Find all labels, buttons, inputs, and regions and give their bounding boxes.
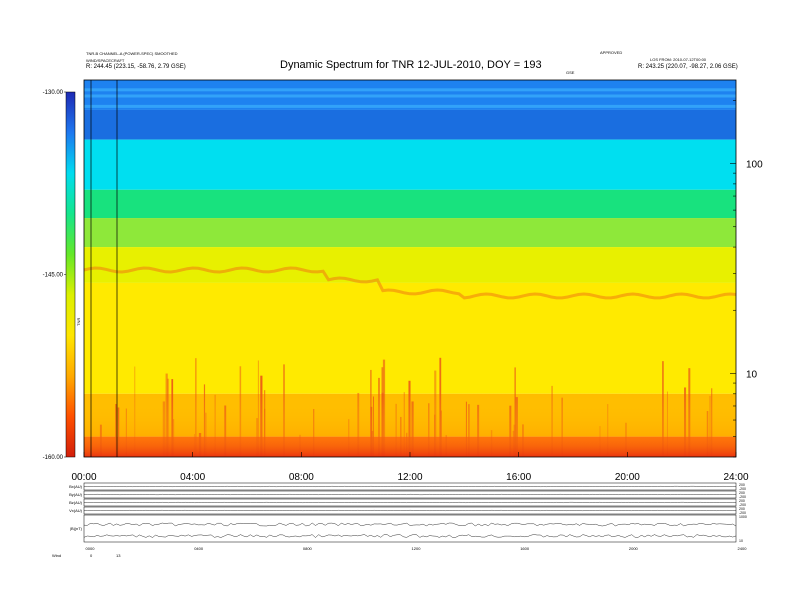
lower-row-trace bbox=[83, 493, 737, 496]
header-right-line3: R: 243.25 (220.07, -98.27, 2.06 GSE) bbox=[638, 64, 738, 70]
x-tick-label: 04:00 bbox=[180, 472, 205, 483]
lower-row-trace bbox=[83, 509, 737, 512]
y-axis-ticks: 10 100 bbox=[730, 100, 763, 458]
header-left-line3: R: 244.45 (223.15, -58.76, 2.79 GSE) bbox=[86, 64, 186, 70]
lower-row-trace bbox=[84, 485, 737, 488]
spectrum-band bbox=[84, 109, 736, 140]
page-title: Dynamic Spectrum for TNR 12-JUL-2010, DO… bbox=[280, 59, 542, 71]
lower-x-tick-label: 1600 bbox=[520, 546, 530, 551]
header-center-label: GSE bbox=[566, 70, 575, 75]
footer-value: 13 bbox=[116, 553, 121, 558]
emission-line bbox=[83, 266, 737, 300]
header-left-line1: TNR-B CHANNEL-A (POWER-SPEC) SMOOTHED bbox=[86, 51, 178, 56]
colorbar-tick-label: -145.00 bbox=[43, 273, 64, 279]
spectrum-band bbox=[84, 218, 736, 248]
lower-x-tick-label: 1200 bbox=[412, 546, 422, 551]
lower-row-bottom: -200 bbox=[739, 495, 746, 499]
colorbar bbox=[65, 91, 76, 458]
spectrum-bottom-fade bbox=[84, 390, 736, 457]
lower-row-bottom: -200 bbox=[739, 503, 746, 507]
y-tick-label: 10 bbox=[746, 369, 758, 380]
y-tick-label: 100 bbox=[746, 160, 763, 171]
lower-x-tick-label: 0000 bbox=[86, 546, 96, 551]
footer-value: 0 bbox=[90, 553, 93, 558]
x-tick-label: 20:00 bbox=[615, 472, 640, 483]
lower-row-label: By(AU) bbox=[69, 492, 83, 497]
x-tick-label: 00:00 bbox=[71, 472, 96, 483]
lower-row-frame bbox=[83, 514, 737, 543]
lower-x-tick-label: 0800 bbox=[303, 546, 313, 551]
lower-row-label: Bx(AU) bbox=[69, 484, 83, 489]
colorbar-ticks: -130.00 -145.00 -160.00 TNR bbox=[43, 90, 81, 461]
x-tick-label: 16:00 bbox=[506, 472, 531, 483]
colorbar-tick-label: -160.00 bbox=[43, 455, 64, 461]
spectrum-stripe bbox=[84, 94, 736, 98]
lower-row-top: 200 bbox=[739, 491, 745, 495]
spectrum-stripe bbox=[84, 104, 736, 108]
spectrum-band bbox=[84, 282, 736, 394]
lower-x-tick-label: 0400 bbox=[194, 546, 204, 551]
x-axis-ticks: 00:00 04:00 08:00 12:00 16:00 20:00 24:00 bbox=[71, 452, 749, 483]
lower-row-bottom: -200 bbox=[739, 487, 746, 491]
lower-row-bottom: -200 bbox=[739, 511, 746, 515]
lower-row-label: Bz(AU) bbox=[69, 500, 83, 505]
footer-label: Wind bbox=[52, 553, 61, 558]
lower-row-top: 1000 bbox=[739, 515, 747, 519]
spectrum-overlay bbox=[83, 80, 737, 457]
lower-x-tick-label: 2000 bbox=[629, 546, 639, 551]
x-tick-label: 12:00 bbox=[397, 472, 422, 483]
lower-row-trace bbox=[83, 501, 737, 504]
lower-x-tick-label: 2400 bbox=[738, 546, 748, 551]
lower-row-trace bbox=[83, 522, 737, 527]
spectrum-band bbox=[84, 139, 736, 190]
lower-row-trace-2 bbox=[83, 534, 737, 538]
lower-row-label: Vx(AU) bbox=[69, 508, 83, 513]
lower-row-bottom: 10 bbox=[739, 539, 743, 543]
lower-row-top: 200 bbox=[739, 499, 745, 503]
colorbar-label: TNR bbox=[76, 318, 81, 326]
lower-row-label: |B|(nT) bbox=[70, 526, 83, 531]
header-left-line2: WIND/SPACECRAFT bbox=[86, 58, 125, 63]
header-right-line2: LOS FROM: 2010-07-12T00:00 bbox=[650, 57, 707, 62]
spectrum-band bbox=[84, 247, 736, 283]
lower-row-top: 200 bbox=[739, 483, 745, 487]
colorbar-tick-label: -130.00 bbox=[43, 90, 64, 96]
spectrum-stripe bbox=[84, 88, 736, 92]
lower-row-top: 200 bbox=[739, 507, 745, 511]
x-tick-label: 24:00 bbox=[723, 472, 748, 483]
x-tick-label: 08:00 bbox=[289, 472, 314, 483]
spectrum-band bbox=[84, 189, 736, 219]
header-right-line1: APPROVED bbox=[600, 50, 623, 55]
